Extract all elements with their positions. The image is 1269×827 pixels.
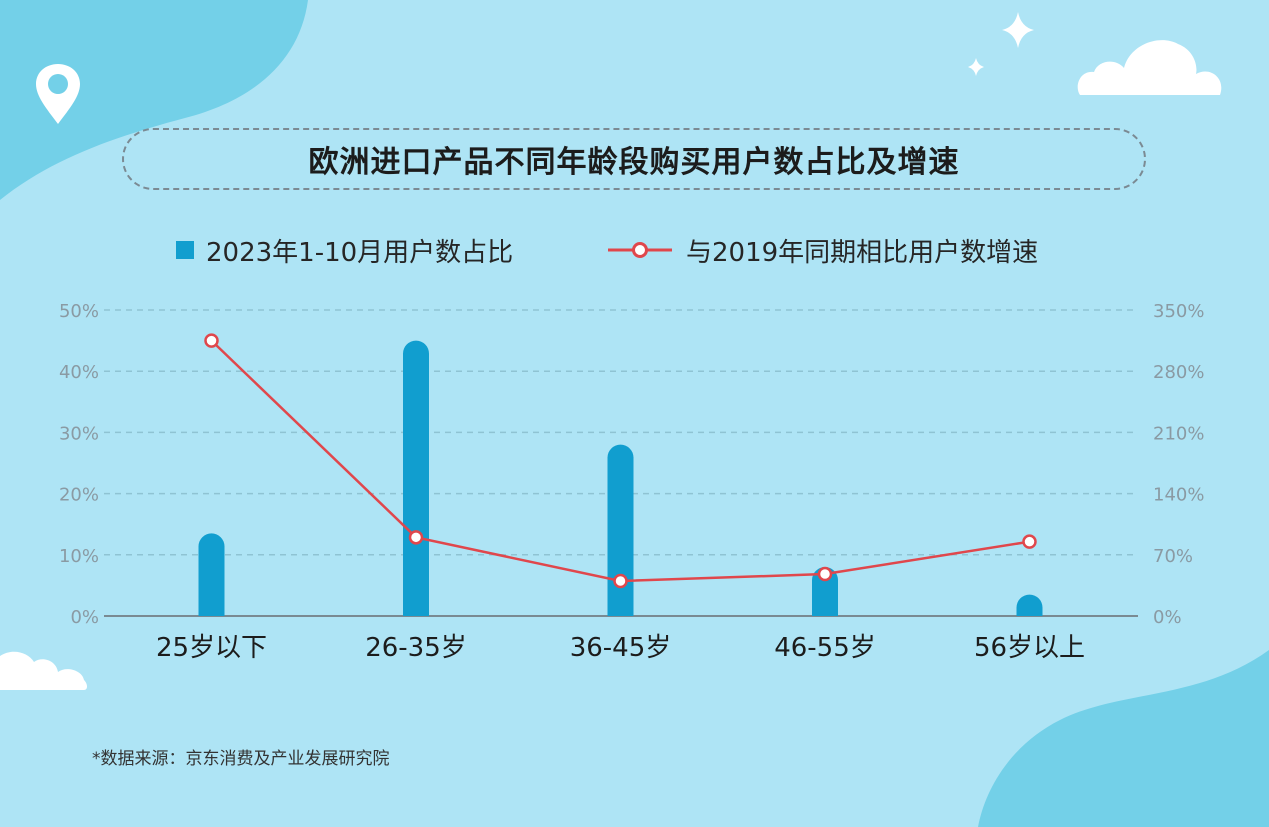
y-right-tick-label: 350% <box>1153 301 1204 322</box>
y-left-tick-label: 20% <box>59 485 99 506</box>
y-left-tick-label: 10% <box>59 546 99 567</box>
source-note: *数据来源：京东消费及产业发展研究院 <box>92 749 390 769</box>
y-right-tick-label: 0% <box>1153 607 1182 628</box>
x-tick-label: 36-45岁 <box>570 633 672 663</box>
line-point <box>204 333 219 348</box>
bar <box>198 533 225 616</box>
legend-item-bar: 2023年1-10月用户数占比 <box>176 228 513 272</box>
y-right-tick-label: 140% <box>1153 485 1204 506</box>
line-point <box>408 530 424 545</box>
x-tick-label: 46-55岁 <box>774 633 876 663</box>
bar <box>607 444 634 616</box>
legend-label-line: 与2019年同期相比用户数增速 <box>686 237 1039 268</box>
bottom-right-blob <box>978 650 1269 827</box>
legend-line-swatch <box>608 242 672 258</box>
sparkle-icon <box>968 12 1034 76</box>
y-right-tick-label: 280% <box>1153 362 1204 383</box>
x-tick-label: 25岁以下 <box>156 633 267 663</box>
tick-labels: 50% 350% 40% 280% 30% 210% 20% 140% 10% 70% 0% 0% 25… <box>59 301 1204 663</box>
line-point <box>817 566 833 582</box>
cloud-icon <box>0 651 87 690</box>
bar-series <box>198 340 1043 616</box>
top-left-blob <box>0 0 308 200</box>
y-left-tick-label: 40% <box>59 362 99 383</box>
location-pin-icon <box>36 64 80 124</box>
y-left-tick-label: 30% <box>59 423 99 444</box>
bar <box>403 340 429 616</box>
line-point <box>1022 534 1037 549</box>
legend-item-line: 与2019年同期相比用户数增速 <box>608 228 1038 272</box>
y-left-tick-label: 50% <box>59 301 99 322</box>
cloud-icon <box>1077 40 1222 95</box>
y-right-tick-label: 70% <box>1153 546 1193 567</box>
line-point <box>613 573 628 589</box>
x-tick-label: 56岁以上 <box>974 633 1085 663</box>
title-box: 欧洲进口产品不同年龄段购买用户数占比及增速 <box>122 128 1146 190</box>
bar <box>812 567 838 616</box>
legend: 2023年1-10月用户数占比 与2019年同期相比用户数增速 <box>0 228 1269 272</box>
legend-label-bar: 2023年1-10月用户数占比 <box>206 237 514 268</box>
legend-bar-swatch <box>176 241 194 259</box>
line-series <box>204 333 1037 589</box>
y-right-tick-label: 210% <box>1153 423 1204 444</box>
x-tick-label: 26-35岁 <box>365 633 467 663</box>
chart-title: 欧洲进口产品不同年龄段购买用户数占比及增速 <box>308 145 960 180</box>
y-left-tick-label: 0% <box>70 607 99 628</box>
bar <box>1016 594 1043 616</box>
